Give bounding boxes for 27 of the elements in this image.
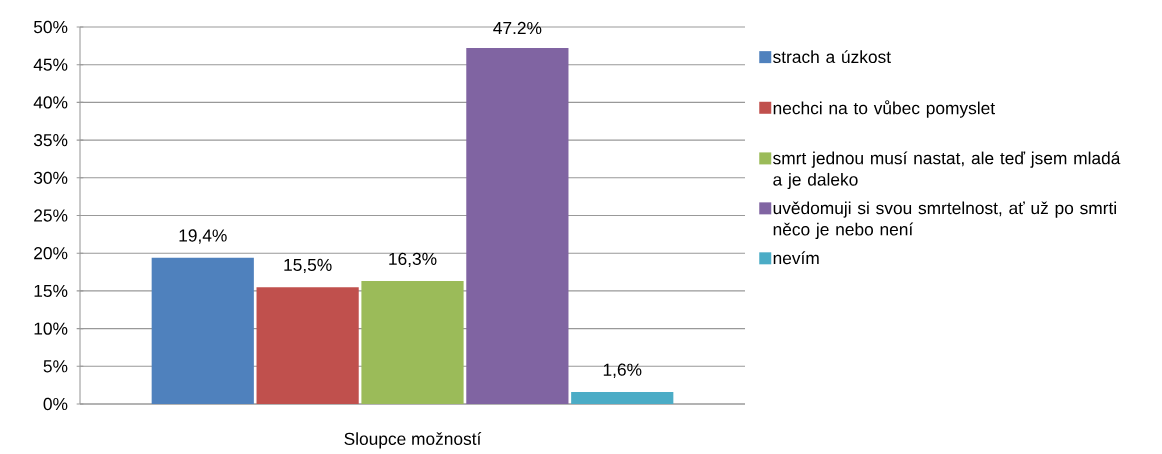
y-tick-label: 50% — [33, 20, 68, 34]
y-tick-label: 25% — [34, 209, 68, 222]
y-tick-label: 15% — [34, 284, 68, 297]
data-label: 1,6% — [603, 363, 642, 378]
legend-label: strach a úzkost — [773, 50, 891, 64]
y-tick-label: 45% — [33, 58, 68, 71]
y-tick-label: 10% — [34, 322, 68, 335]
bar — [571, 391, 674, 404]
y-tick-label: 40% — [33, 96, 68, 109]
data-label: 15,5% — [284, 258, 332, 274]
data-label: 16,3% — [389, 252, 437, 268]
y-tick-label: 20% — [34, 247, 68, 260]
x-tick-label: Sloupce možností — [344, 432, 482, 449]
y-tick-label: 5% — [43, 360, 68, 373]
legend-label: smrt jednou musí nastat, ale teď jsem mladá a je daleko — [773, 151, 1121, 190]
bar — [466, 48, 569, 404]
data-label: 19,4% — [179, 229, 227, 244]
legend-label: nechci na to vůbec pomyslet — [773, 100, 995, 118]
y-tick-label: 35% — [33, 133, 68, 147]
bar — [151, 257, 254, 404]
bar — [361, 281, 464, 404]
legend-label: uvědomuji si svou smrtelnost, ať už po smrti něco je nebo není — [773, 201, 1116, 239]
legend-label: nevím — [773, 251, 819, 265]
y-tick-label: 0% — [43, 397, 68, 411]
bar — [256, 287, 359, 404]
y-tick-label: 30% — [33, 171, 68, 184]
data-label: 47.2% — [493, 21, 542, 35]
